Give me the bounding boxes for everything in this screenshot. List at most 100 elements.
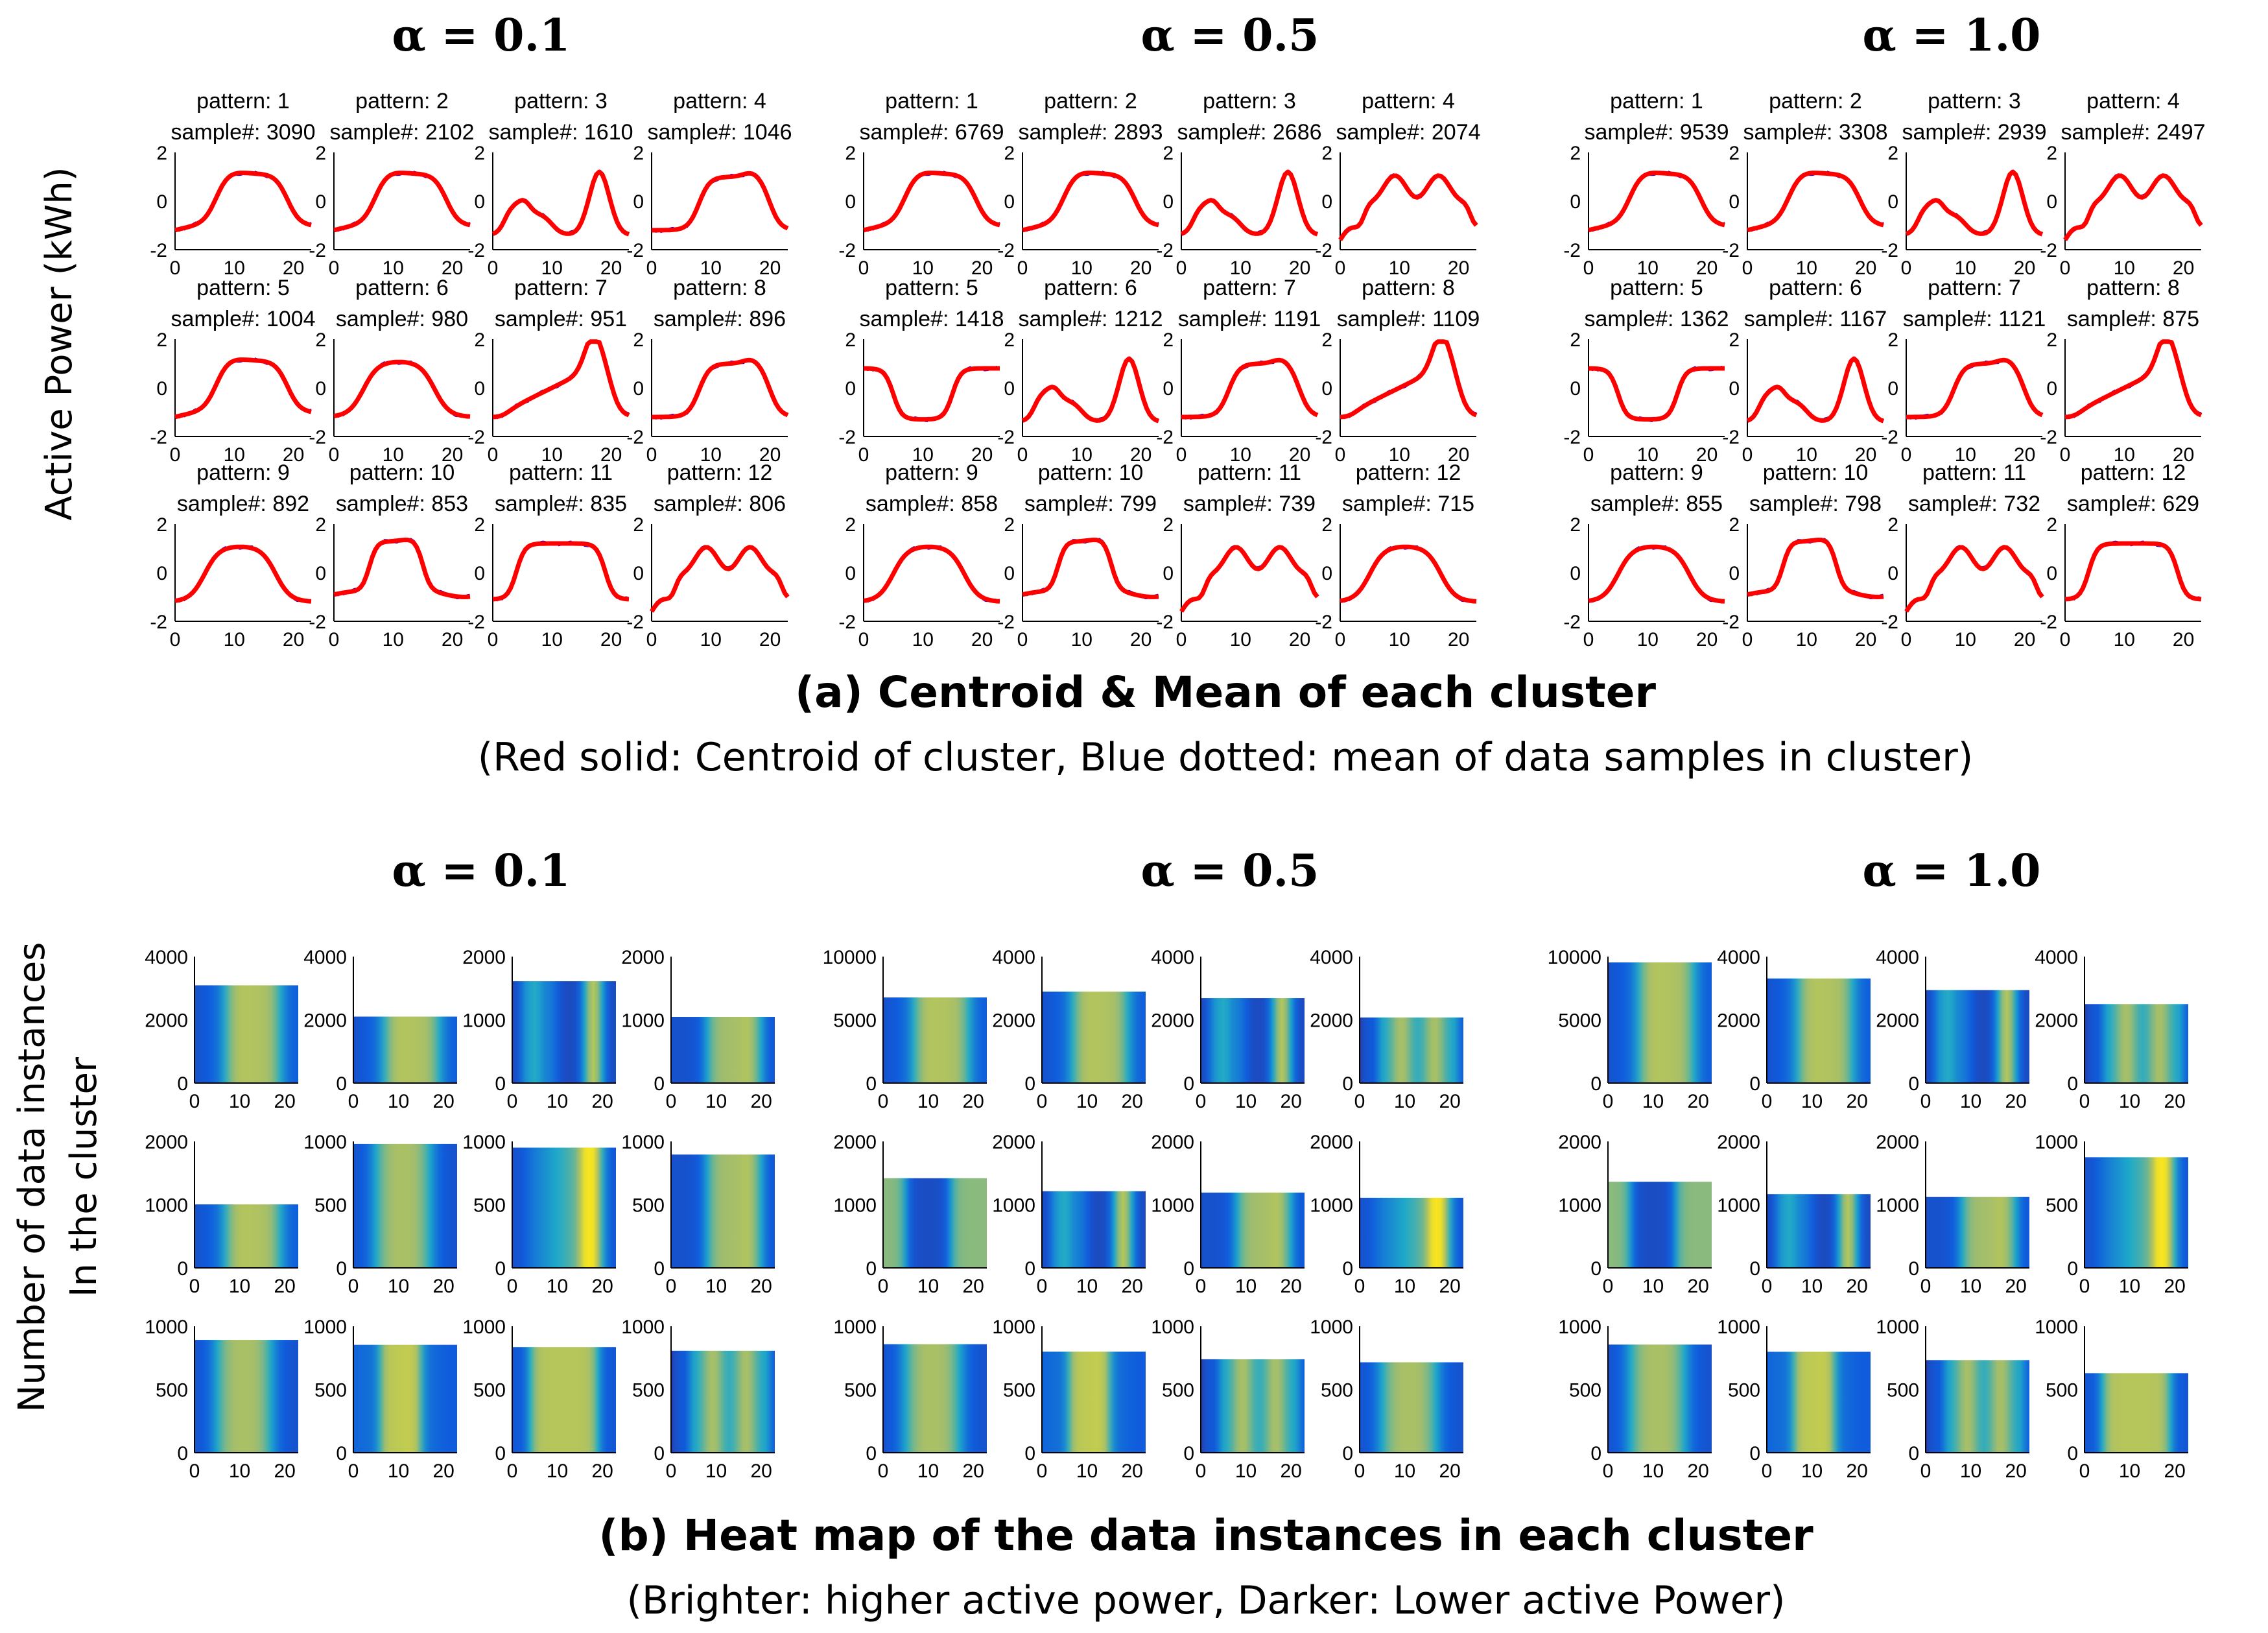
ytick-a-0-6-0: 0 bbox=[315, 378, 326, 399]
heat-ytick-b-2-11-500: 500 bbox=[1887, 1380, 1919, 1401]
ytick-a-0-11--2: -2 bbox=[467, 612, 485, 633]
mean-line-a-2-11 bbox=[1905, 545, 2044, 612]
heatmap-b-2-7 bbox=[1926, 1197, 2029, 1268]
heatmap-b-2-8 bbox=[2085, 1157, 2188, 1268]
sample-label-a-0-3: sample#: 1610 bbox=[488, 120, 633, 145]
heat-ytick-b-1-8-1000: 1000 bbox=[1310, 1195, 1353, 1217]
xtick-a-1-11-0: 0 bbox=[1176, 629, 1187, 650]
xtick-a-1-8-0: 0 bbox=[1335, 444, 1346, 466]
pattern-label-a-1-10: pattern: 10 bbox=[1038, 460, 1144, 485]
heat-xtick-b-2-11-20: 20 bbox=[2005, 1460, 2026, 1482]
heat-xtick-b-1-12-20: 20 bbox=[1439, 1460, 1460, 1482]
heat-ytick-b-1-9-0: 0 bbox=[866, 1443, 877, 1464]
heat-xtick-b-1-1-10: 10 bbox=[917, 1091, 939, 1112]
heat-xtick-b-0-1-10: 10 bbox=[229, 1091, 250, 1112]
pattern-label-a-0-6: pattern: 6 bbox=[355, 276, 449, 300]
heat-ytick-b-0-5-0: 0 bbox=[177, 1258, 188, 1280]
centroid-line-a-1-11 bbox=[1179, 545, 1319, 613]
xtick-a-0-5-0: 0 bbox=[170, 444, 181, 466]
heat-ytick-b-2-7-1000: 1000 bbox=[1876, 1195, 1919, 1217]
sample-label-a-0-2: sample#: 2102 bbox=[329, 120, 474, 145]
heat-ytick-b-1-3-2000: 2000 bbox=[1151, 1010, 1194, 1032]
heat-ytick-b-1-9-1000: 1000 bbox=[833, 1317, 877, 1338]
ytick-a-0-12-2: 2 bbox=[633, 514, 644, 536]
heat-ytick-b-0-2-4000: 4000 bbox=[303, 947, 347, 968]
xtick-a-0-12-0: 0 bbox=[646, 629, 657, 650]
heat-xtick-b-2-10-20: 20 bbox=[1846, 1460, 1867, 1482]
heat-ytick-b-2-4-2000: 2000 bbox=[2035, 1010, 2078, 1032]
xtick-a-2-1-0: 0 bbox=[1583, 257, 1594, 279]
ytick-a-2-8-2: 2 bbox=[2046, 329, 2057, 351]
heat-ytick-b-1-2-4000: 4000 bbox=[992, 947, 1035, 968]
heat-ytick-b-1-1-10000: 10000 bbox=[823, 947, 877, 968]
heat-ytick-b-1-11-500: 500 bbox=[1162, 1380, 1194, 1401]
heat-ytick-b-2-1-10000: 10000 bbox=[1548, 947, 1601, 968]
ytick-a-2-5-2: 2 bbox=[1570, 329, 1581, 351]
centroid-line-a-2-6 bbox=[1746, 356, 1885, 423]
centroid-line-a-2-2 bbox=[1747, 171, 1884, 233]
xtick-a-2-5-10: 10 bbox=[1637, 444, 1659, 466]
heat-ytick-b-2-1-5000: 5000 bbox=[1558, 1010, 1601, 1032]
heat-xtick-b-1-4-0: 0 bbox=[1354, 1091, 1365, 1112]
heat-xtick-b-0-7-0: 0 bbox=[507, 1276, 518, 1297]
ytick-a-0-2-0: 0 bbox=[315, 191, 326, 213]
heat-ytick-b-1-2-0: 0 bbox=[1024, 1073, 1035, 1095]
heat-xtick-b-1-9-0: 0 bbox=[878, 1460, 889, 1482]
heat-ytick-b-1-9-500: 500 bbox=[844, 1380, 877, 1401]
centroid-line-a-0-5 bbox=[174, 357, 312, 420]
heat-xtick-b-0-4-20: 20 bbox=[750, 1091, 772, 1112]
heat-ytick-b-1-11-1000: 1000 bbox=[1151, 1317, 1194, 1338]
pattern-label-a-1-3: pattern: 3 bbox=[1203, 89, 1296, 113]
xtick-a-0-8-0: 0 bbox=[646, 444, 657, 466]
mean-line-a-1-7 bbox=[1181, 359, 1318, 420]
xtick-a-2-7-10: 10 bbox=[1955, 444, 1976, 466]
ytick-a-2-1--2: -2 bbox=[1563, 240, 1581, 261]
ytick-a-1-11-0: 0 bbox=[1163, 563, 1174, 584]
xtick-a-2-5-0: 0 bbox=[1583, 444, 1594, 466]
ytick-a-2-8-0: 0 bbox=[2046, 378, 2057, 399]
ytick-a-2-6-2: 2 bbox=[1729, 329, 1740, 351]
centroid-line-a-0-3 bbox=[491, 169, 630, 237]
ytick-a-2-8--2: -2 bbox=[2040, 427, 2057, 448]
xtick-a-2-11-20: 20 bbox=[2014, 629, 2035, 650]
heat-xtick-b-2-6-10: 10 bbox=[1801, 1276, 1823, 1297]
centroid-line-a-1-1 bbox=[863, 171, 1000, 233]
centroid-line-a-2-5 bbox=[1589, 366, 1725, 422]
heat-ytick-b-0-8-1000: 1000 bbox=[621, 1132, 665, 1153]
heat-ytick-b-0-1-2000: 2000 bbox=[145, 1010, 188, 1032]
mean-line-a-2-1 bbox=[1588, 170, 1725, 232]
xtick-a-0-2-10: 10 bbox=[383, 257, 404, 279]
pattern-label-a-0-12: pattern: 12 bbox=[667, 460, 773, 485]
xtick-a-1-2-20: 20 bbox=[1130, 257, 1152, 279]
pattern-label-a-1-1: pattern: 1 bbox=[885, 89, 978, 113]
ytick-a-2-2-2: 2 bbox=[1729, 143, 1740, 164]
heat-xtick-b-2-4-20: 20 bbox=[2164, 1091, 2185, 1112]
heat-xtick-b-2-4-10: 10 bbox=[2119, 1091, 2140, 1112]
centroid-line-a-1-9 bbox=[863, 544, 1000, 604]
pattern-label-a-1-9: pattern: 9 bbox=[885, 460, 978, 485]
centroid-line-a-1-4 bbox=[1338, 173, 1478, 241]
ytick-a-2-9--2: -2 bbox=[1563, 612, 1581, 633]
xtick-a-1-10-20: 20 bbox=[1130, 629, 1152, 650]
heat-ytick-b-1-12-500: 500 bbox=[1321, 1380, 1353, 1401]
xtick-a-2-12-0: 0 bbox=[2060, 629, 2071, 650]
mean-line-a-0-4 bbox=[651, 173, 788, 233]
ytick-a-0-4-0: 0 bbox=[633, 191, 644, 213]
heat-xtick-b-1-12-10: 10 bbox=[1394, 1460, 1415, 1482]
xtick-a-2-8-20: 20 bbox=[2173, 444, 2194, 466]
heatmap-b-1-3 bbox=[1201, 998, 1305, 1083]
heat-xtick-b-1-7-0: 0 bbox=[1196, 1276, 1207, 1297]
xtick-a-0-5-20: 20 bbox=[283, 444, 304, 466]
xtick-a-0-3-10: 10 bbox=[541, 257, 563, 279]
alpha-title-a-2: α = 1.0 bbox=[1863, 10, 2041, 62]
heat-xtick-b-2-11-10: 10 bbox=[1960, 1460, 1981, 1482]
sample-label-a-1-9: sample#: 858 bbox=[866, 492, 998, 516]
xtick-a-1-9-0: 0 bbox=[858, 629, 869, 650]
centroid-line-a-0-2 bbox=[333, 171, 471, 233]
heatmap-b-0-3 bbox=[512, 981, 616, 1083]
heat-xtick-b-1-7-20: 20 bbox=[1280, 1276, 1301, 1297]
heat-xtick-b-2-9-0: 0 bbox=[1603, 1460, 1614, 1482]
caption-b-subtitle: (Brighter: higher active power, Darker: … bbox=[627, 1578, 1786, 1623]
heat-ytick-b-0-2-0: 0 bbox=[336, 1073, 347, 1095]
ytick-a-2-11-2: 2 bbox=[1887, 514, 1898, 536]
